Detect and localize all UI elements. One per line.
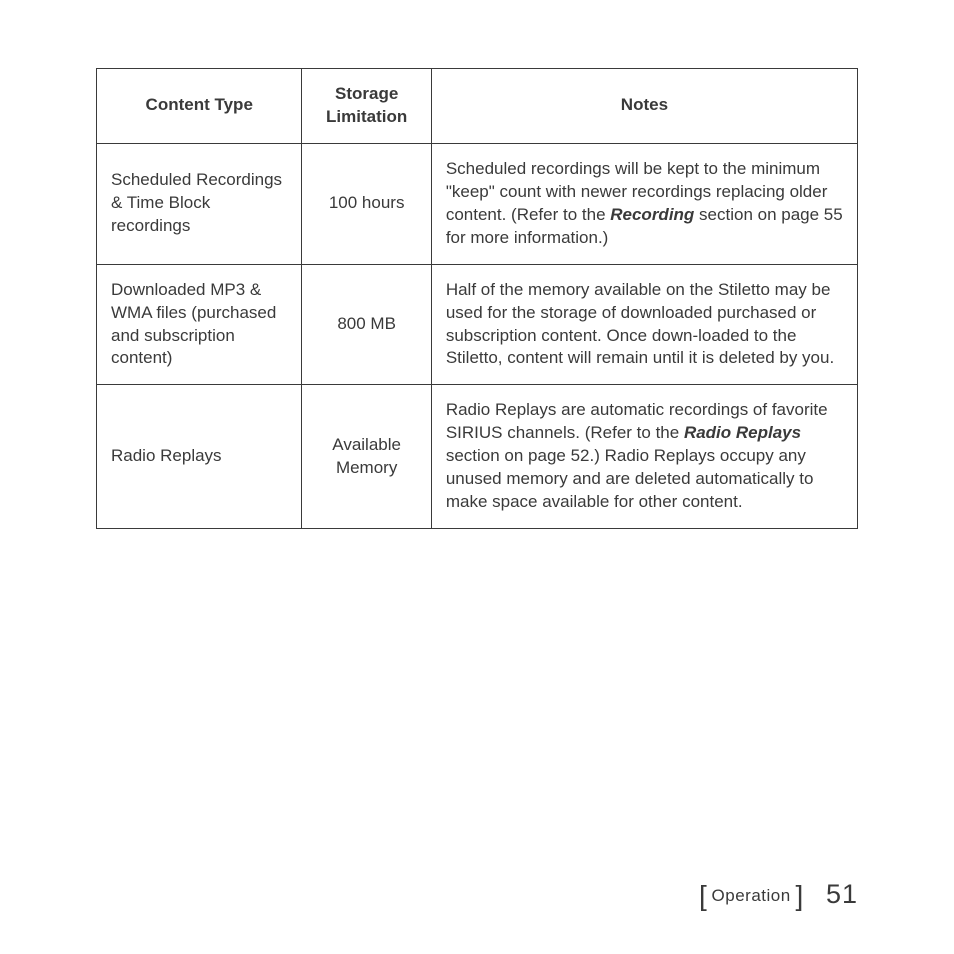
cell-notes: Radio Replays are automatic recordings o… <box>431 385 857 529</box>
header-notes: Notes <box>431 69 857 144</box>
header-storage-line1: Storage <box>335 84 398 103</box>
header-content-type: Content Type <box>97 69 302 144</box>
notes-ref: Recording <box>610 205 694 224</box>
cell-notes: Half of the memory available on the Stil… <box>431 264 857 385</box>
storage-table: Content Type Storage Limitation Notes Sc… <box>96 68 858 529</box>
cell-notes: Scheduled recordings will be kept to the… <box>431 143 857 264</box>
notes-ref: Radio Replays <box>684 423 801 442</box>
table-row: Scheduled Recordings & Time Block record… <box>97 143 858 264</box>
bracket-close-icon: ] <box>795 880 803 911</box>
footer-section: Operation <box>712 886 791 905</box>
header-storage-limitation: Storage Limitation <box>302 69 431 144</box>
bracket-open-icon: [ <box>699 880 707 911</box>
cell-storage: Available Memory <box>302 385 431 529</box>
storage-line2: Memory <box>336 458 397 477</box>
notes-text: section on page 52.) Radio Replays occup… <box>446 446 814 511</box>
table-row: Downloaded MP3 & WMA files (purchased an… <box>97 264 858 385</box>
storage-line1: Available <box>332 435 401 454</box>
cell-content-type: Downloaded MP3 & WMA files (purchased an… <box>97 264 302 385</box>
table-row: Radio Replays Available Memory Radio Rep… <box>97 385 858 529</box>
cell-content-type: Scheduled Recordings & Time Block record… <box>97 143 302 264</box>
page-number: 51 <box>826 879 858 909</box>
table-header-row: Content Type Storage Limitation Notes <box>97 69 858 144</box>
cell-content-type: Radio Replays <box>97 385 302 529</box>
page-footer: [ Operation ] 51 <box>699 879 858 912</box>
header-storage-line2: Limitation <box>326 107 407 126</box>
cell-storage: 800 MB <box>302 264 431 385</box>
cell-storage: 100 hours <box>302 143 431 264</box>
